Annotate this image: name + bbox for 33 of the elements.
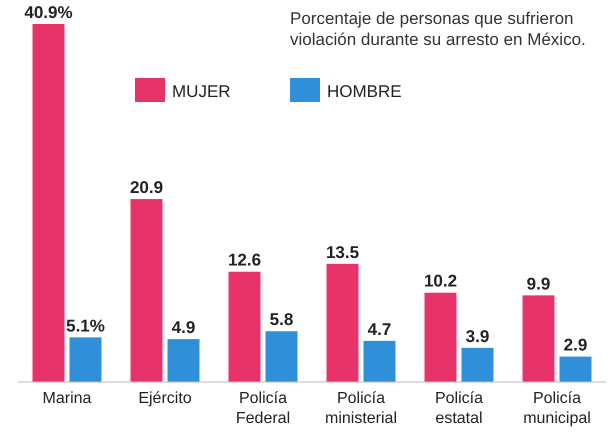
bar (266, 331, 298, 382)
chart-title: Porcentaje de personas que sufrieron violación durante su arresto en México. (290, 9, 586, 49)
x-tick-label: Policía estatal (434, 390, 484, 427)
data-label: 40.9% (24, 3, 73, 22)
x-tick-label: Policía municipal (523, 390, 591, 427)
data-label: 10.2 (424, 272, 458, 291)
bar (560, 356, 592, 382)
bar (462, 348, 494, 382)
data-label: 12.6 (228, 250, 262, 270)
bar (326, 264, 358, 382)
data-label: 9.9 (526, 274, 550, 294)
bar (228, 272, 260, 382)
x-tick-label: Policía ministerial (324, 390, 398, 427)
data-label: 5.1% (66, 316, 105, 336)
x-tick-label: Marina (42, 390, 92, 407)
bar (364, 340, 396, 382)
data-label: 5.8 (270, 310, 294, 330)
bar (70, 337, 102, 382)
data-label: 2.9 (564, 336, 588, 355)
legend-label: HOMBRE (327, 82, 402, 101)
data-label: 4.9 (172, 318, 196, 338)
bar (522, 295, 554, 382)
data-label: 4.7 (368, 320, 392, 339)
x-tick-label: Ejército (138, 390, 192, 407)
data-label: 20.9 (130, 178, 164, 198)
data-label: 13.5 (326, 242, 360, 262)
bar (424, 292, 456, 382)
data-label: 3.9 (466, 326, 490, 346)
x-tick-label: Policía Federal (236, 390, 290, 427)
bar (168, 339, 200, 382)
legend-label: MUJER (172, 82, 231, 101)
bar (32, 24, 64, 382)
bar (130, 199, 162, 382)
